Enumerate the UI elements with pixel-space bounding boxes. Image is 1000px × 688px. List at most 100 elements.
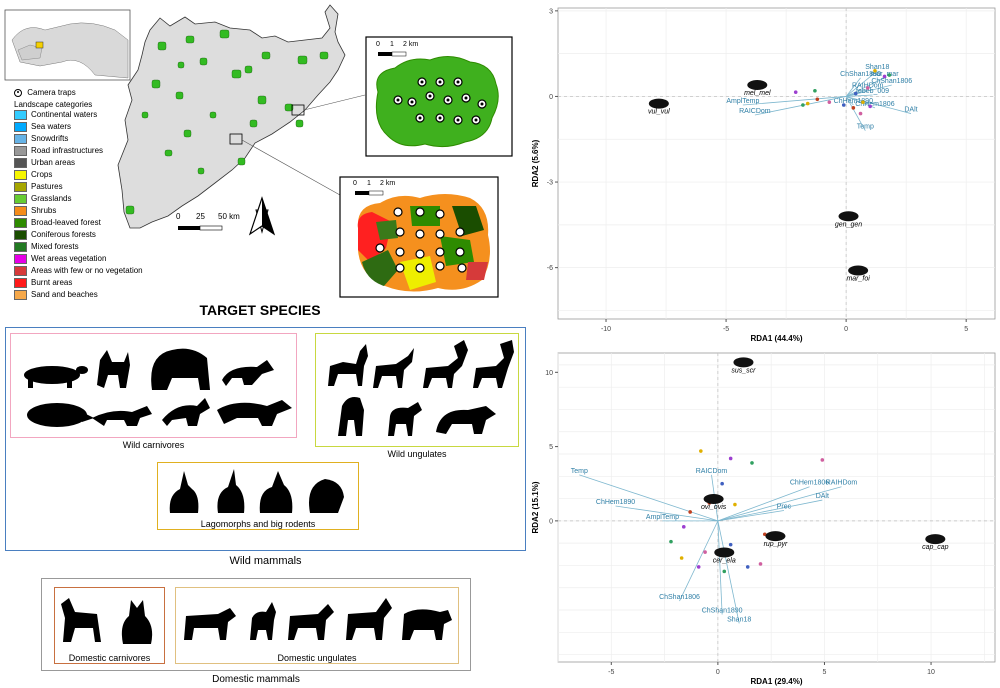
x-tick-label: 0 [844, 326, 848, 333]
y-tick-label: -6 [547, 265, 553, 272]
legend-item: Crops [14, 170, 52, 180]
site-point [750, 461, 754, 465]
site-point [728, 456, 733, 461]
site-point [815, 97, 820, 102]
legend-label: Grasslands [31, 194, 72, 204]
biplot-arrow [717, 510, 785, 522]
species-silhouette [848, 265, 869, 276]
species-silhouette [838, 211, 859, 222]
legend-swatch [14, 266, 27, 276]
scale-label-50: 50 km [218, 212, 240, 221]
biplot-arrow [679, 520, 719, 602]
legend-item: Grasslands [14, 194, 71, 204]
legend-item: Road infrastructures [14, 146, 103, 156]
legend-item: Areas with few or no vegetation [14, 266, 143, 276]
y-tick-label: 5 [549, 444, 553, 451]
arrow-label: ChShan1890 [702, 607, 743, 614]
site-point [745, 565, 750, 569]
camera-trap-icon [14, 88, 22, 97]
legend-swatch [14, 110, 27, 120]
domestic-mammals-frame [41, 578, 471, 671]
inset1-scale-2: 2 km [403, 41, 419, 48]
species-silhouette [765, 531, 786, 542]
catalonia-map [4, 4, 513, 298]
inset-map-2 [339, 176, 499, 298]
arrow-label: ChHem1806 [790, 480, 829, 487]
x-tick-label: -10 [601, 326, 611, 333]
arrow-label: Prec [777, 503, 792, 510]
legend-item: Urban areas [14, 158, 75, 168]
lagomorphs-box [157, 462, 359, 530]
biplot-arrow [615, 505, 718, 522]
arrow-label: ChHem1890 [834, 98, 873, 105]
arrow-label: ChShan1890 [840, 71, 881, 78]
biplot-arrow [717, 486, 842, 522]
legend-item: Wet areas vegetation [14, 254, 106, 264]
biplot-arrow [754, 96, 847, 116]
legend-item: Burnt areas [14, 278, 72, 288]
y-tick-label: -3 [547, 180, 553, 187]
north-arrow-icon [248, 196, 276, 236]
y-axis-label: RDA2 (15.1%) [531, 481, 540, 533]
species-silhouette [703, 493, 724, 504]
legend-swatch [14, 218, 27, 228]
arrow-label: RAIHDom [826, 480, 858, 487]
site-point [688, 510, 692, 514]
legend-label: Shrubs [31, 206, 57, 216]
arrow-label: Shan18 [865, 64, 889, 71]
target-species-title: TARGET SPECIES [199, 302, 321, 318]
legend-swatch [14, 170, 27, 180]
arrow-label: ChHem1806 [855, 101, 894, 108]
rda-plot-carnivores: -10 -5 0 5 3 0 -3 -6 RDA1 (44.4%) RDA2 (5.6%) Shan… [531, 7, 996, 343]
species-silhouette [714, 547, 735, 558]
species-silhouette [747, 80, 768, 91]
plot-area [557, 352, 996, 663]
camera-trap-label: Camera traps [27, 88, 76, 97]
legend-swatch [14, 182, 27, 192]
species-label: gen_gen [835, 221, 862, 228]
legend-swatch [14, 206, 27, 216]
arrow-label: DAlt [904, 107, 917, 114]
locator-inset [4, 9, 131, 81]
arrow-label: febeb_009 [856, 88, 889, 95]
legend-label: Broad-leaved forest [31, 218, 101, 228]
legend-label: Continental waters [31, 110, 98, 120]
domestic-ungulates-caption: Domestic ungulates [277, 653, 357, 663]
domestic-carnivores-silhouettes [61, 598, 153, 644]
site-point [882, 74, 887, 79]
rda-plot-ungulates: -5 0 5 10 10 5 0 RDA1 (29.4%) RDA2 (15.1%) Temp Ch… [531, 352, 996, 686]
arrow-label: Temp [571, 468, 588, 475]
inset2-scale-0: 0 [353, 180, 357, 187]
legend-swatch [14, 242, 27, 252]
domestic-ungulates-silhouettes [184, 598, 452, 640]
arrow-label: mar_mar [871, 71, 900, 78]
biplot-arrow [742, 96, 847, 106]
inset1-scale-1: 1 [390, 41, 394, 48]
legend-item: Sand and beaches [14, 290, 98, 300]
legend-swatch [14, 194, 27, 204]
wild-carnivores-caption: Wild carnivores [122, 440, 185, 450]
legend-label: Coniferous forests [31, 230, 96, 240]
site-point [758, 562, 763, 566]
site-point [669, 539, 673, 544]
arrow-label: RAICDom [739, 108, 771, 115]
y-axis-label: RDA2 (5.6%) [531, 139, 540, 187]
lagomorphs-caption: Lagomorphs and big rodents [200, 519, 316, 529]
scale-label-0: 0 [176, 212, 181, 221]
site-point [865, 86, 870, 90]
x-tick-label: 5 [823, 669, 827, 676]
biplot-arrow [579, 474, 719, 522]
legend-label: Sea waters [31, 122, 72, 132]
site-point [805, 101, 810, 106]
site-point [699, 449, 703, 453]
site-point [820, 458, 825, 462]
legend-label: Areas with few or no vegetation [31, 266, 143, 276]
site-point [853, 91, 858, 96]
biplot-arrow [845, 70, 878, 97]
domestic-carnivores-caption: Domestic carnivores [68, 653, 151, 663]
site-point [813, 88, 817, 93]
biplot-arrow [717, 499, 823, 522]
legend-label: Urban areas [31, 158, 76, 168]
site-point [733, 502, 737, 507]
site-point [722, 569, 727, 574]
